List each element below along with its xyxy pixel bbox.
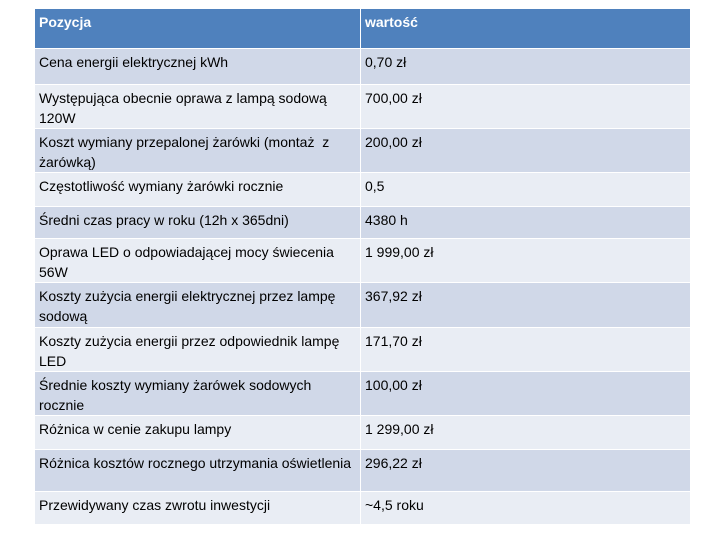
header-cell: Pozycja	[34, 8, 361, 49]
item-cell: Częstotliwość wymiany żarówki rocznie	[34, 172, 361, 207]
table-row: Oprawa LED o odpowiadającej mocy świecen…	[34, 238, 691, 283]
table-row: Częstotliwość wymiany żarówki rocznie 0,5	[34, 172, 691, 207]
value-cell: 100,00 zł	[360, 371, 691, 416]
value-cell: 1 999,00 zł	[360, 238, 691, 283]
value-cell: 1 299,00 zł	[360, 415, 691, 450]
table-row: Średni czas pracy w roku (12h x 365dni) 4…	[34, 206, 691, 239]
value-cell: 367,92 zł	[360, 282, 691, 328]
item-cell: Koszty zużycia energii elektrycznej prze…	[34, 282, 361, 328]
table-row: Średnie koszty wymiany żarówek sodowych …	[34, 371, 691, 416]
value-cell: 200,00 zł	[360, 128, 691, 173]
table-row: Koszty zużycia energii przez odpowiednik…	[34, 327, 691, 372]
item-cell: Różnica w cenie zakupu lampy	[34, 415, 361, 450]
item-cell: Przewidywany czas zwrotu inwestycji	[34, 491, 361, 525]
item-cell: Występująca obecnie oprawa z lampą sodow…	[34, 84, 361, 129]
value-cell: 4380 h	[360, 206, 691, 239]
item-cell: Różnica kosztów rocznego utrzymania oświ…	[34, 449, 361, 492]
header-row: Pozycja wartość	[34, 8, 691, 49]
header-cell: wartość	[360, 8, 691, 49]
cost-table: Pozycja wartość Cena energii elektryczne…	[34, 8, 691, 525]
value-cell: 700,00 zł	[360, 84, 691, 129]
value-cell: 0,5	[360, 172, 691, 207]
item-cell: Cena energii elektrycznej kWh	[34, 48, 361, 85]
item-cell: Średnie koszty wymiany żarówek sodowych …	[34, 371, 361, 416]
table-row: Przewidywany czas zwrotu inwestycji ~4,5 …	[34, 491, 691, 525]
table-row: Koszty zużycia energii elektrycznej prze…	[34, 282, 691, 328]
item-cell: Oprawa LED o odpowiadającej mocy świecen…	[34, 238, 361, 283]
value-cell: 296,22 zł	[360, 449, 691, 492]
value-cell: ~4,5 roku	[360, 491, 691, 525]
item-cell: Koszt wymiany przepalonej żarówki (monta…	[34, 128, 361, 173]
value-cell: 0,70 zł	[360, 48, 691, 85]
table-row: Różnica w cenie zakupu lampy 1 299,00 zł	[34, 415, 691, 450]
item-cell: Średni czas pracy w roku (12h x 365dni)	[34, 206, 361, 239]
table-row: Cena energii elektrycznej kWh 0,70 zł	[34, 48, 691, 85]
value-cell: 171,70 zł	[360, 327, 691, 372]
table-row: Różnica kosztów rocznego utrzymania oświ…	[34, 449, 691, 492]
table-row: Koszt wymiany przepalonej żarówki (monta…	[34, 128, 691, 173]
table-row: Występująca obecnie oprawa z lampą sodow…	[34, 84, 691, 129]
item-cell: Koszty zużycia energii przez odpowiednik…	[34, 327, 361, 372]
